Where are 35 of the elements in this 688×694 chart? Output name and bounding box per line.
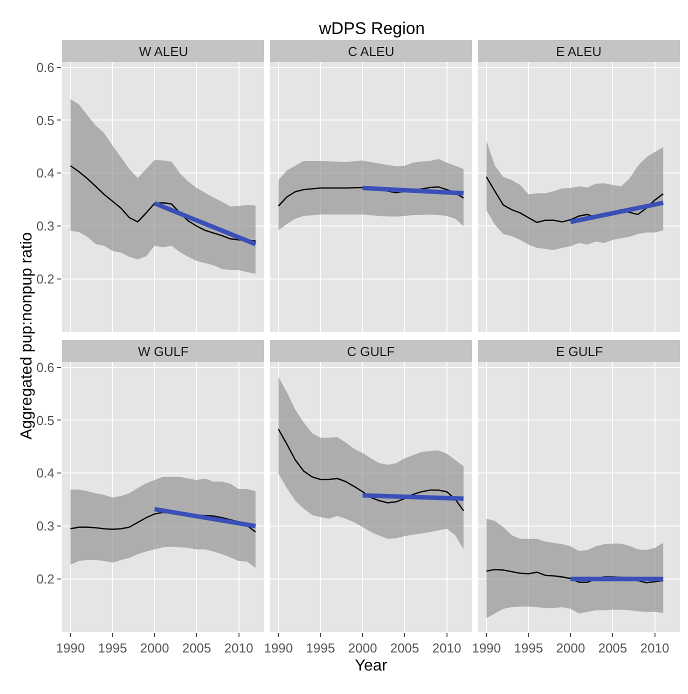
x-tick-label: 1990 — [56, 640, 85, 656]
chart-subtitle: wDPS Region — [318, 19, 425, 38]
x-tick-label: 1990 — [264, 640, 293, 656]
x-tick-label: 2000 — [556, 640, 586, 656]
x-tick-label: 2000 — [348, 640, 378, 656]
y-tick-label: 0.6 — [36, 360, 54, 375]
x-tick-label: 2005 — [390, 640, 420, 656]
chart-title: W GULF — [138, 344, 189, 359]
chart-title: C ALEU — [348, 44, 394, 59]
y-tick-label: 0.2 — [36, 572, 54, 587]
x-tick-label: 2010 — [640, 640, 670, 656]
chart-title: E ALEU — [556, 44, 602, 59]
x-tick-label: 2005 — [598, 640, 628, 656]
x-tick-label: 1995 — [514, 640, 543, 656]
y-tick-label: 0.3 — [36, 518, 54, 534]
x-tick-label: 2010 — [432, 640, 462, 656]
chart-title: C GULF — [347, 344, 395, 359]
y-tick-label: 0.3 — [36, 218, 54, 234]
y-tick-label: 0.6 — [36, 60, 54, 75]
chart-title: W ALEU — [139, 44, 188, 59]
chart-title: E GULF — [556, 344, 604, 359]
y-tick-label: 0.5 — [36, 412, 54, 428]
x-axis-title: Year — [354, 657, 388, 674]
x-tick-label: 2005 — [182, 640, 212, 656]
x-tick-label: 1990 — [472, 640, 501, 656]
line-series — [70, 165, 256, 242]
y-axis-title: Aggregated pup:nonpup ratio — [18, 232, 36, 440]
x-tick-label: 1995 — [306, 640, 335, 656]
x-tick-label: 2000 — [140, 640, 170, 656]
x-tick-label: 2010 — [224, 640, 254, 656]
y-tick-label: 0.2 — [36, 272, 54, 287]
y-tick-label: 0.4 — [36, 466, 54, 481]
y-tick-label: 0.4 — [36, 166, 54, 181]
y-tick-label: 0.5 — [36, 112, 54, 128]
x-tick-label: 1995 — [98, 640, 127, 656]
